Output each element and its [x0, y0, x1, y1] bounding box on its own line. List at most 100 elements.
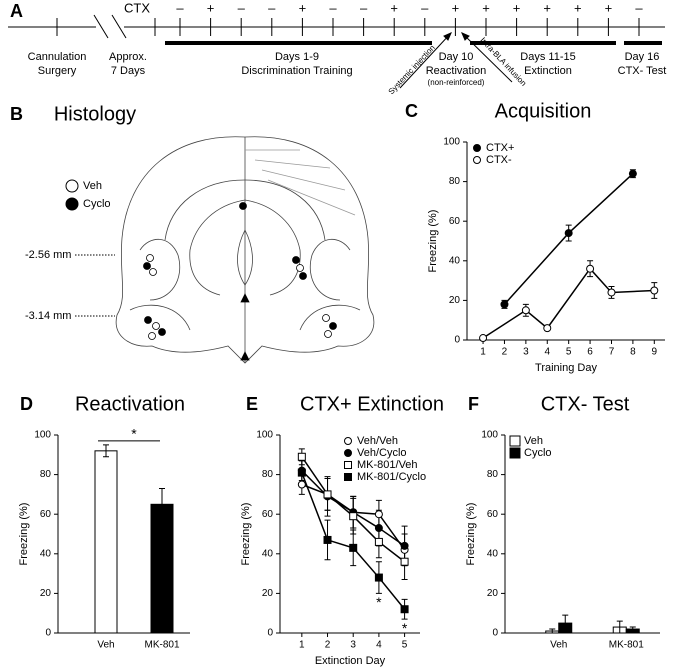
y-tick-label: 80 [40, 469, 52, 480]
placement-cyclo [143, 262, 151, 270]
data-point [400, 541, 409, 550]
legend-swatch [509, 447, 521, 459]
annotation: * [402, 620, 408, 636]
data-point [500, 300, 509, 309]
y-tick-label: 20 [449, 295, 461, 306]
ctx-sign: – [238, 0, 246, 15]
ctx-sign: + [605, 0, 613, 15]
placement-cyclo [329, 322, 337, 330]
annotation: * [376, 594, 382, 610]
x-tick-label: 6 [587, 347, 593, 358]
legend-label: Veh [524, 435, 543, 447]
x-tick-label: 1 [480, 347, 486, 358]
x-tick-label: 3 [523, 347, 529, 358]
x-tick-label: 3 [350, 640, 356, 651]
placement-cyclo [299, 272, 307, 280]
y-tick-label: 100 [34, 430, 51, 441]
x-tick-label: MK-801 [144, 640, 179, 651]
error-bar [616, 620, 623, 634]
chart-title: Acquisition [495, 100, 592, 122]
series-line [482, 267, 655, 339]
panel-letter: D [20, 394, 33, 414]
y-tick-label: 40 [487, 548, 499, 559]
data-point [374, 537, 383, 546]
ctx-sign: + [513, 0, 521, 15]
legend-marker [344, 473, 352, 481]
landmark [240, 293, 250, 361]
brain-region [164, 179, 326, 241]
x-tick-label: Veh [97, 640, 114, 651]
phase-label: Day 16 [625, 51, 660, 63]
ctx-sign: – [176, 0, 184, 15]
y-tick-label: 60 [449, 216, 461, 227]
error-bar [103, 444, 109, 458]
phase-label: Cannulation [28, 51, 87, 63]
chart-title: CTX- Test [541, 393, 630, 415]
panel-letter: F [468, 394, 479, 414]
phase-label: Approx. [109, 51, 147, 63]
panel-title: Histology [54, 103, 136, 125]
y-tick-label: 60 [487, 509, 499, 520]
y-tick-label: 20 [40, 588, 52, 599]
ctx-sign: + [543, 0, 551, 15]
ctx-sign: + [482, 0, 490, 15]
legend-marker [344, 461, 352, 469]
x-tick-label: Veh [550, 640, 567, 651]
data-point [479, 334, 488, 343]
ctx-label: CTX [124, 0, 150, 15]
legend-marker [65, 197, 79, 211]
panel-letter: A [10, 1, 23, 21]
axis-break [111, 14, 127, 39]
placement-veh [322, 314, 330, 322]
cortex-line [245, 149, 356, 216]
arrow [399, 32, 452, 89]
phase-label: Surgery [38, 65, 77, 77]
data-point [297, 452, 306, 461]
placement-cyclo [144, 316, 152, 324]
legend-label: MK-801/Cyclo [357, 471, 426, 483]
legend-label: Veh [83, 180, 102, 192]
annotation: * [131, 426, 137, 442]
x-tick-label: 4 [544, 347, 550, 358]
legend-label: Cyclo [524, 447, 552, 459]
y-tick-label: 40 [40, 548, 52, 559]
legend-label: MK-801/Veh [357, 459, 418, 471]
level-label: -2.56 mm [25, 249, 71, 261]
data-point [400, 557, 409, 566]
timeline [8, 14, 665, 89]
ctx-sign: – [268, 0, 276, 15]
placement-veh [148, 332, 156, 340]
y-axis-label: Freezing (%) [18, 503, 30, 566]
ctx-sign: – [421, 0, 429, 15]
y-tick-label: 100 [256, 430, 273, 441]
phase-label: CTX- Test [618, 65, 667, 77]
legend-label: Veh/Cyclo [357, 447, 407, 459]
placement-cyclo [158, 328, 166, 336]
data-point [607, 288, 616, 297]
ctx-sign: – [329, 0, 337, 15]
legend-marker [344, 449, 352, 457]
x-tick-label: 7 [609, 347, 615, 358]
brain-section [115, 136, 375, 364]
legend-label: Veh/Veh [357, 435, 398, 447]
y-tick-label: 60 [40, 509, 52, 520]
error-bar [549, 628, 556, 634]
placement-veh [324, 330, 332, 338]
placements [143, 202, 337, 361]
legend-label: CTX- [486, 154, 512, 166]
ctx-sign: + [299, 0, 307, 15]
x-axis-label: Extinction Day [315, 655, 386, 667]
data-point [374, 524, 383, 533]
legend-label: Cyclo [83, 198, 111, 210]
x-axis-label: Training Day [535, 362, 597, 374]
arrow-head [461, 32, 470, 41]
ctx-sign: + [207, 0, 215, 15]
placement-veh [152, 322, 160, 330]
data-point [349, 543, 358, 552]
y-tick-label: 0 [492, 628, 498, 639]
y-tick-label: 20 [262, 588, 274, 599]
phase-label: Days 11-15 [520, 51, 575, 63]
data-point [586, 264, 595, 273]
bar [150, 503, 174, 634]
data-point [297, 468, 306, 477]
